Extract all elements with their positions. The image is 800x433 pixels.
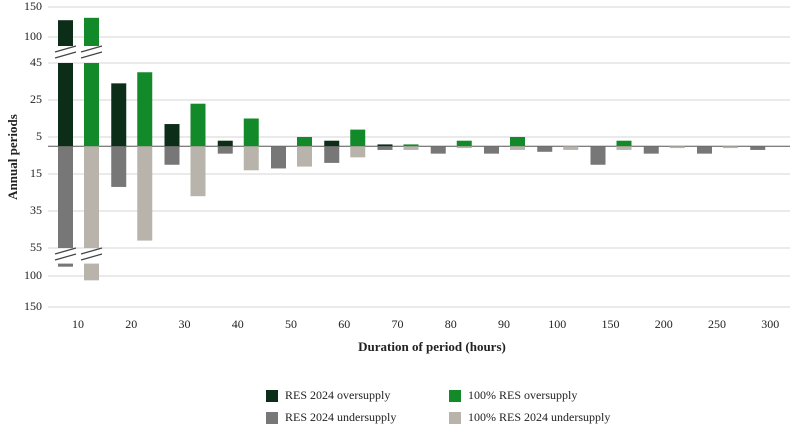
- bar: [350, 129, 366, 147]
- bar: [510, 146, 525, 150]
- y-tick-label: 55: [30, 240, 42, 254]
- bar: [403, 146, 419, 150]
- x-tick-label: 90: [498, 317, 510, 331]
- x-tick-label: 70: [392, 317, 404, 331]
- bar: [616, 140, 632, 147]
- axis-break: [54, 247, 77, 255]
- bar: [616, 146, 632, 150]
- bar: [137, 72, 153, 147]
- bar: [403, 144, 419, 147]
- legend-swatch: [449, 412, 461, 424]
- legend-label: RES 2024 oversupply: [285, 388, 390, 402]
- bar: [243, 146, 259, 171]
- bar: [111, 83, 127, 147]
- x-tick-label: 20: [125, 317, 137, 331]
- y-axis-label: Annual periods: [5, 114, 20, 200]
- x-tick-label: 200: [655, 317, 673, 331]
- axis-break: [80, 247, 103, 255]
- bar: [271, 146, 286, 169]
- bar: [324, 146, 340, 163]
- bar: [217, 146, 233, 154]
- bar: [137, 146, 153, 241]
- axis-break: [80, 51, 103, 59]
- bar: [430, 146, 446, 154]
- y-tick-label: 100: [24, 268, 42, 282]
- axis-break: [80, 45, 103, 53]
- bar: [58, 20, 73, 46]
- legend-label: 100% RES 2024 undersupply: [468, 410, 610, 424]
- bar: [84, 263, 99, 281]
- x-tick-label: 300: [761, 317, 779, 331]
- x-tick-label: 80: [445, 317, 457, 331]
- bar: [723, 146, 738, 149]
- x-tick-label: 30: [179, 317, 191, 331]
- bar: [58, 63, 73, 147]
- bar: [84, 17, 99, 46]
- bar: [111, 146, 127, 187]
- bar: [243, 118, 259, 147]
- x-tick-label: 60: [338, 317, 350, 331]
- bar: [58, 263, 73, 267]
- bar: [537, 146, 553, 152]
- bar: [190, 146, 206, 197]
- x-tick-label: 50: [285, 317, 297, 331]
- x-tick-label: 40: [232, 317, 244, 331]
- bar: [510, 137, 525, 147]
- bar: [297, 146, 312, 167]
- bar: [84, 63, 99, 147]
- legend-swatch: [266, 390, 278, 402]
- x-tick-label: 100: [548, 317, 566, 331]
- bar: [669, 146, 685, 149]
- y-tick-label: 45: [30, 55, 42, 69]
- legend-swatch: [449, 390, 461, 402]
- bar: [456, 140, 472, 147]
- y-tick-label: 150: [24, 299, 42, 313]
- bar: [377, 144, 393, 147]
- legend-swatch: [266, 412, 278, 424]
- x-axis-label: Duration of period (hours): [358, 339, 506, 354]
- bar: [84, 146, 99, 248]
- bar: [297, 137, 312, 147]
- y-tick-label: 15: [30, 166, 42, 180]
- bar: [58, 146, 73, 248]
- bar: [643, 146, 659, 154]
- y-tick-label: 150: [24, 0, 42, 13]
- x-tick-label: 150: [602, 317, 620, 331]
- bar: [750, 146, 766, 150]
- bar: [350, 146, 366, 158]
- y-tick-label: 35: [30, 203, 42, 217]
- bar: [484, 146, 499, 154]
- axis-break: [80, 253, 103, 261]
- y-tick-label: 100: [24, 29, 42, 43]
- bar: [590, 146, 606, 165]
- bar: [217, 140, 233, 147]
- legend-label: 100% RES oversupply: [468, 388, 577, 402]
- axis-break: [54, 253, 77, 261]
- bar: [164, 146, 180, 165]
- x-tick-label: 250: [708, 317, 726, 331]
- axis-break: [54, 45, 77, 53]
- bar: [164, 124, 180, 147]
- bar: [377, 146, 393, 150]
- bar: [563, 146, 579, 150]
- y-tick-label: 5: [36, 129, 42, 143]
- y-tick-label: 25: [30, 92, 42, 106]
- legend-label: RES 2024 undersupply: [285, 410, 396, 424]
- bar: [324, 140, 340, 147]
- bar: [456, 146, 472, 149]
- bar: [697, 146, 712, 154]
- axis-break: [54, 51, 77, 59]
- bar: [190, 103, 206, 147]
- x-tick-label: 10: [72, 317, 84, 331]
